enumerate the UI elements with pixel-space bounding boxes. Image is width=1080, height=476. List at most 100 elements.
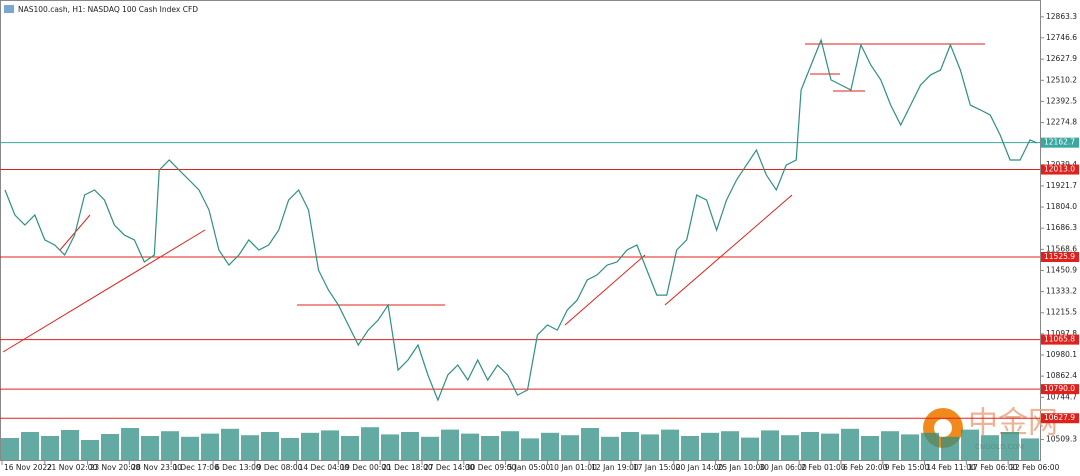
level-label: 12162.7 — [1044, 138, 1075, 147]
volume-bar — [621, 432, 639, 460]
volume-bar — [21, 432, 39, 460]
y-tick-label: 11450.9 — [1046, 265, 1077, 274]
volume-bar — [341, 436, 359, 460]
y-tick-label: 11686.3 — [1046, 223, 1077, 232]
level-tag — [1041, 334, 1079, 345]
volume-bar — [601, 436, 619, 460]
level-label: 11525.9 — [1044, 252, 1075, 261]
volume-bar — [441, 429, 459, 460]
y-tick-label: 11568.6 — [1046, 244, 1077, 253]
y-tick-label: 11097.8 — [1046, 329, 1077, 338]
volume-bar — [981, 435, 999, 460]
x-tick-label: 9 Feb 15:00 — [885, 463, 930, 472]
volume-bar — [321, 430, 339, 460]
volume-bar — [741, 437, 759, 460]
volume-bar — [361, 427, 379, 460]
y-tick-label: 12746.6 — [1046, 33, 1077, 42]
volume-bar — [821, 433, 839, 460]
level-label: 12013.0 — [1044, 165, 1075, 174]
volume-bar — [461, 433, 479, 460]
volume-bar — [701, 432, 719, 460]
level-label: 11065.8 — [1044, 335, 1075, 344]
y-tick-label: 10862.4 — [1046, 371, 1077, 380]
x-tick-label: 23 Nov 20:00 — [90, 463, 141, 472]
x-tick-label: 27 Dec 14:00 — [424, 463, 475, 472]
trend-objects — [2, 43, 985, 353]
x-tick-label: 5 Jan 05:00 — [508, 463, 551, 472]
x-tick-label: 30 Dec 09:00 — [466, 463, 517, 472]
level-label: 10790.0 — [1044, 384, 1075, 393]
x-tick-label: 14 Dec 04:00 — [299, 463, 350, 472]
volume-bar — [261, 432, 279, 460]
volume-bar — [721, 431, 739, 460]
volume-bar — [181, 436, 199, 460]
volume-bar — [561, 435, 579, 460]
volume-bar — [921, 432, 939, 460]
x-tick-label: 30 Jan 06:00 — [759, 463, 807, 472]
y-tick-label: 12627.9 — [1046, 54, 1077, 63]
volume-bar — [121, 428, 139, 460]
volume-bar — [661, 429, 679, 460]
volume-bar — [1021, 438, 1039, 460]
level-tag — [1041, 413, 1079, 424]
volume-bar — [201, 433, 219, 460]
x-tick-label: 6 Dec 13:00 — [215, 463, 261, 472]
volume-bar — [1001, 432, 1019, 460]
volume-bar — [541, 432, 559, 460]
x-tick-label: 10 Jan 01:00 — [549, 463, 597, 472]
y-tick-label: 12274.8 — [1046, 118, 1077, 127]
x-tick-label: 21 Nov 02:00 — [47, 463, 98, 472]
y-tick-label: 12039.4 — [1046, 160, 1077, 169]
volume-bar — [381, 434, 399, 460]
volume-bar — [281, 438, 299, 460]
volume-bar — [641, 434, 659, 460]
volume-bar — [221, 428, 239, 460]
x-tick-label: 21 Dec 18:00 — [382, 463, 433, 472]
level-tag — [1041, 384, 1079, 395]
volume-bar — [861, 436, 879, 460]
x-tick-label: 17 Jan 15:00 — [633, 463, 681, 472]
x-tick-label: 16 Nov 2022 — [4, 463, 52, 472]
y-tick-label: 12510.2 — [1046, 75, 1077, 84]
volume-bar — [141, 436, 159, 460]
x-tick-label: 22 Feb 06:00 — [1010, 463, 1059, 472]
y-tick-label: 11215.5 — [1046, 308, 1077, 317]
volume-bar — [681, 436, 699, 460]
volume-bar — [421, 436, 439, 460]
volume-bar — [501, 431, 519, 460]
level-label: 10627.9 — [1044, 413, 1075, 422]
y-tick-label: 11333.2 — [1046, 287, 1077, 296]
x-tick-label: 12 Jan 19:00 — [591, 463, 639, 472]
volume-bar — [521, 438, 539, 460]
price-line — [4, 38, 1038, 402]
x-tick-label: 25 Jan 10:00 — [718, 463, 766, 472]
volume-bar — [241, 435, 259, 460]
x-tick-label: 9 Dec 08:00 — [257, 463, 303, 472]
volume-bar — [761, 430, 779, 460]
x-tick-label: 28 Nov 23:00 — [131, 463, 182, 472]
y-tick-label: 12863.3 — [1046, 12, 1077, 21]
volume-bar — [881, 431, 899, 460]
x-tick-label: 1 Dec 17:00 — [173, 463, 219, 472]
plot-frame — [0, 0, 1041, 461]
x-tick-label: 17 Feb 06:00 — [968, 463, 1017, 472]
volume-bar — [841, 428, 859, 460]
volume-bar — [481, 436, 499, 460]
level-tag — [1041, 137, 1079, 148]
y-tick-label: 10509.3 — [1046, 435, 1077, 444]
volume-bar — [581, 428, 599, 460]
volume-bar — [101, 434, 119, 460]
volume-bar — [41, 436, 59, 460]
level-tag — [1041, 252, 1079, 263]
volume-bar — [801, 432, 819, 460]
y-tick-label: 11921.7 — [1046, 181, 1077, 190]
volume-bar — [941, 436, 959, 460]
watermark-subtitle: CNGOLD.COM — [975, 443, 1024, 451]
y-tick-label: 10744.7 — [1046, 392, 1077, 401]
x-tick-label: 14 Feb 11:00 — [927, 463, 976, 472]
volume-bar — [61, 430, 79, 460]
volume-bar — [301, 432, 319, 460]
y-tick-label: 12392.5 — [1046, 96, 1077, 105]
x-tick-label: 20 Jan 14:00 — [676, 463, 724, 472]
